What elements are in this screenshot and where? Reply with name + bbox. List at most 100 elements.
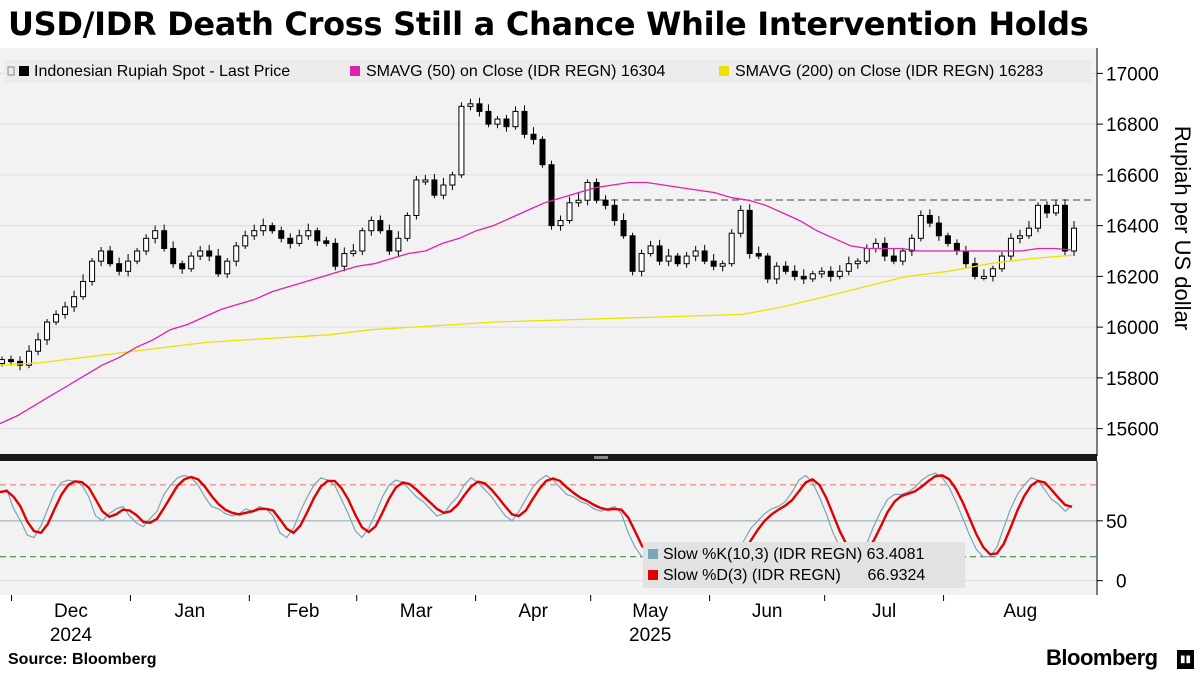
candle-body [386, 230, 393, 252]
chart-area: Indonesian Rupiah Spot - Last Price SMAV… [0, 48, 1195, 644]
price-tick-label: 16000 [1106, 318, 1159, 339]
source-note: Source: Bloomberg [8, 651, 157, 668]
legend-bg [4, 60, 1091, 83]
slow-d-line [0, 474, 1073, 565]
candle-body [71, 296, 78, 308]
candle-body [1016, 235, 1023, 239]
candle-body [98, 250, 105, 262]
candle-body [62, 306, 69, 315]
price-panel-bg [0, 48, 1097, 456]
candle-body [323, 240, 330, 244]
candle-body [647, 245, 654, 255]
slow-k-line [0, 472, 1073, 565]
month-label: Dec [54, 601, 88, 622]
candle-body [1071, 227, 1077, 252]
price-tick-label: 15800 [1106, 369, 1159, 390]
year-label: 2025 [629, 625, 671, 644]
sma50-line [0, 181, 1073, 425]
candle-body [566, 202, 573, 222]
sma200-swatch [719, 66, 729, 76]
candle-body [575, 199, 582, 204]
candle-body [8, 359, 15, 363]
candle-body [152, 230, 159, 239]
candle-body [674, 255, 681, 265]
candle-body [1052, 204, 1059, 214]
legend-price: Indonesian Rupiah Spot - Last Price [34, 63, 290, 80]
candle-body [935, 222, 942, 237]
oscillator-tick-label: 50 [1106, 512, 1127, 533]
month-label: Apr [518, 601, 548, 622]
candle-body [107, 250, 114, 265]
sma50-swatch [350, 66, 360, 76]
month-label: Mar [400, 601, 433, 622]
candle-body [746, 209, 753, 255]
candle-body [80, 280, 87, 298]
candle-body [467, 103, 474, 107]
candle-body [458, 105, 465, 176]
month-label: Aug [1003, 601, 1037, 622]
candle-body [350, 250, 357, 255]
candle-body [35, 339, 42, 352]
candle-body [197, 250, 204, 257]
candle-body [521, 110, 528, 135]
price-tick-label: 17000 [1106, 64, 1159, 85]
candle-body [116, 263, 123, 272]
candle-body [944, 235, 951, 244]
candle-body [134, 250, 141, 262]
candle-body [890, 255, 897, 262]
bloomberg-logo: Bloomberg [1046, 645, 1158, 670]
candle-body [719, 263, 726, 267]
divider-handle[interactable] [594, 456, 608, 459]
candle-body [1007, 237, 1014, 257]
candle-body [989, 268, 996, 277]
candle-body [503, 118, 510, 128]
month-label: Jun [752, 601, 783, 622]
candle-body [629, 235, 636, 272]
candle-body [305, 230, 312, 237]
candle-body [269, 225, 276, 232]
candle-body [395, 237, 402, 252]
candle-body [89, 260, 96, 282]
candle-body [440, 184, 447, 196]
candle-body [377, 220, 384, 232]
candle-body [476, 103, 483, 112]
candle-body [530, 133, 537, 140]
candle-body [638, 253, 645, 272]
candle-body [701, 250, 708, 262]
year-label: 2024 [50, 625, 93, 644]
candle-body [224, 260, 231, 275]
candle-body [800, 275, 807, 280]
candle-body [485, 110, 492, 125]
candle-body [584, 181, 591, 201]
candle-body [359, 230, 366, 252]
candle-body [287, 237, 294, 244]
candle-body [1061, 204, 1068, 252]
candle-body [422, 179, 429, 183]
candle-body [548, 164, 555, 227]
candle-body [836, 270, 843, 277]
candle-body [161, 230, 168, 249]
candle-body [449, 174, 456, 186]
candle-body [413, 179, 420, 216]
candle-body [782, 265, 789, 272]
candle-body [962, 250, 969, 265]
month-label: Feb [287, 601, 320, 622]
candle-legend-icon [7, 66, 15, 76]
candle-body [773, 265, 780, 280]
candle-body [818, 270, 825, 275]
slow-k-swatch [648, 549, 658, 559]
candle-body [53, 313, 60, 323]
candle-body [827, 270, 834, 277]
price-tick-label: 16800 [1106, 115, 1159, 136]
candle-body [611, 204, 618, 222]
candle-body [854, 260, 861, 265]
candle-body [215, 255, 222, 275]
candle-body [260, 225, 267, 232]
candle-body [899, 250, 906, 262]
candle-body [683, 255, 690, 265]
chart-icon: ▮▮ [1177, 650, 1194, 669]
candle-body [125, 260, 132, 272]
oscillator-y-ticks: 0 50 [1097, 512, 1127, 593]
chart-title: USD/IDR Death Cross Still a Chance While… [8, 5, 1089, 43]
candle-body [188, 255, 195, 270]
